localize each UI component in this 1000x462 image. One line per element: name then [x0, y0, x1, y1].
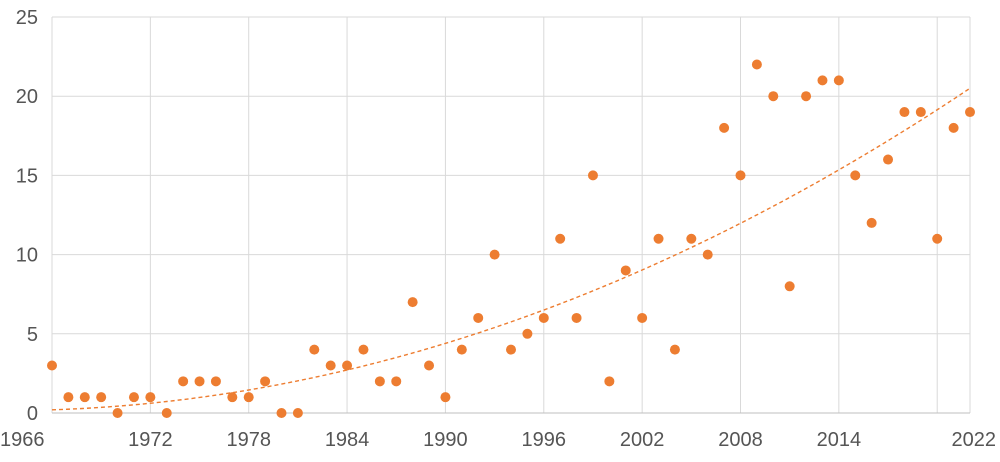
- data-point: [292, 408, 303, 418]
- data-point: [702, 249, 713, 260]
- data-point: [358, 344, 369, 355]
- data-point: [620, 265, 631, 276]
- data-point: [948, 122, 959, 133]
- data-point: [801, 91, 812, 102]
- data-point: [751, 59, 762, 70]
- data-point: [407, 297, 418, 308]
- data-point: [440, 392, 451, 403]
- y-tick-label: 10: [16, 245, 38, 267]
- x-tick-label: 1990: [423, 429, 468, 451]
- data-point: [735, 170, 746, 181]
- data-point: [194, 376, 205, 387]
- x-gridlines: [51, 17, 971, 413]
- data-point: [817, 75, 828, 86]
- data-points: [47, 59, 975, 418]
- data-point: [653, 233, 664, 244]
- x-tick-label: 2008: [718, 429, 763, 451]
- data-point: [325, 360, 336, 371]
- data-point: [47, 360, 57, 371]
- data-point: [637, 312, 648, 323]
- data-point: [538, 312, 549, 323]
- y-tick-label: 15: [16, 165, 38, 187]
- y-tick-label: 25: [16, 7, 38, 29]
- data-point: [260, 376, 271, 387]
- data-point: [571, 312, 582, 323]
- data-point: [227, 392, 238, 403]
- data-point: [604, 376, 615, 387]
- data-point: [424, 360, 435, 371]
- data-point: [669, 344, 680, 355]
- data-point: [506, 344, 516, 355]
- x-tick-label: 2014: [817, 429, 862, 451]
- data-point: [686, 233, 697, 244]
- data-point: [719, 122, 730, 133]
- y-gridlines: [52, 16, 970, 335]
- data-point: [522, 328, 533, 339]
- data-point: [243, 392, 254, 403]
- data-point: [391, 376, 402, 387]
- x-tick-label: 1972: [128, 429, 173, 451]
- trendline: [51, 87, 971, 411]
- data-point: [456, 344, 467, 355]
- x-tick-label: 1978: [226, 429, 271, 451]
- data-point: [899, 107, 910, 118]
- data-point: [768, 91, 779, 102]
- data-point: [342, 360, 353, 371]
- data-point: [79, 392, 90, 403]
- data-point: [63, 392, 74, 403]
- data-point: [932, 233, 943, 244]
- y-tick-label: 0: [27, 403, 38, 425]
- data-point: [833, 75, 844, 86]
- data-point: [965, 107, 975, 118]
- y-tick-labels: 0 5 10 15 20 25: [16, 7, 38, 425]
- x-tick-labels: 1966 1972 1978 1984 1990 1996 2002 2008 2014 2022: [0, 429, 996, 451]
- data-point: [145, 392, 156, 403]
- x-tick-label: 1984: [325, 429, 370, 451]
- data-point: [489, 249, 500, 260]
- x-tick-label: 1966: [0, 429, 45, 451]
- data-point: [883, 154, 894, 165]
- data-point: [473, 312, 484, 323]
- data-point: [866, 217, 877, 228]
- y-tick-label: 5: [27, 324, 38, 346]
- y-tick-label: 20: [16, 86, 38, 108]
- data-point: [555, 233, 566, 244]
- data-point: [784, 281, 795, 292]
- x-tick-label: 2002: [620, 429, 665, 451]
- data-point: [178, 376, 189, 387]
- x-tick-label: 2022: [952, 429, 997, 451]
- data-point: [276, 408, 287, 418]
- data-point: [210, 376, 221, 387]
- data-point: [850, 170, 861, 181]
- data-point: [374, 376, 385, 387]
- data-point: [915, 107, 926, 118]
- x-tick-label: 1996: [522, 429, 567, 451]
- data-point: [112, 408, 123, 418]
- data-point: [309, 344, 320, 355]
- data-point: [96, 392, 107, 403]
- data-point: [161, 408, 172, 418]
- data-point: [128, 392, 139, 403]
- data-point: [587, 170, 598, 181]
